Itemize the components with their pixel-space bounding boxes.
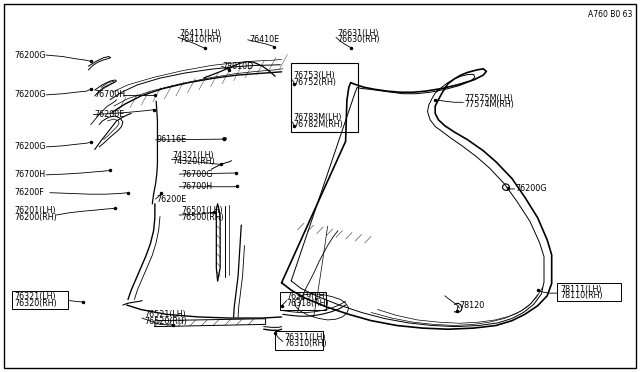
Text: 76410(RH): 76410(RH) <box>179 35 222 44</box>
Text: 76630(RH): 76630(RH) <box>337 35 380 44</box>
Text: 77574M(RH): 77574M(RH) <box>465 100 515 109</box>
Text: 78111(LH): 78111(LH) <box>561 285 602 294</box>
Text: 76319(LH): 76319(LH) <box>287 292 328 301</box>
Text: A760 B0 63: A760 B0 63 <box>588 10 632 19</box>
Text: 76201(LH): 76201(LH) <box>14 206 56 215</box>
Text: 96116E: 96116E <box>157 135 187 144</box>
Text: 74321(LH): 74321(LH) <box>173 151 214 160</box>
Bar <box>557 283 621 301</box>
Text: 76700H: 76700H <box>14 170 45 179</box>
Text: 76700H: 76700H <box>181 182 212 191</box>
Text: 78110(RH): 78110(RH) <box>561 291 604 300</box>
Text: 76310(RH): 76310(RH) <box>284 339 327 348</box>
Text: 77575M(LH): 77575M(LH) <box>465 94 513 103</box>
Bar <box>280 292 326 310</box>
Text: 74320(RH): 74320(RH) <box>173 157 216 166</box>
Text: 76321(LH): 76321(LH) <box>14 292 56 301</box>
Text: 76200G: 76200G <box>14 142 45 151</box>
Bar <box>291 63 358 132</box>
Text: 76200E: 76200E <box>95 110 125 119</box>
Text: 76501(LH): 76501(LH) <box>181 206 223 215</box>
Text: 76783M(LH): 76783M(LH) <box>294 113 342 122</box>
Text: 76200E: 76200E <box>157 195 187 203</box>
Text: 76200(RH): 76200(RH) <box>14 213 57 222</box>
Bar <box>12 291 68 309</box>
Text: 76410E: 76410E <box>250 35 280 44</box>
Bar <box>275 331 323 350</box>
Text: 76200G: 76200G <box>516 185 547 193</box>
Text: 78120: 78120 <box>460 301 484 310</box>
Text: 76753(LH): 76753(LH) <box>294 71 335 80</box>
Text: 76320(RH): 76320(RH) <box>14 299 57 308</box>
Text: 76700G: 76700G <box>181 170 212 179</box>
Text: 76520(RH): 76520(RH) <box>144 317 187 326</box>
Text: 76200G: 76200G <box>14 90 45 99</box>
Text: 76411(LH): 76411(LH) <box>179 29 221 38</box>
Text: 76318(RH): 76318(RH) <box>287 299 330 308</box>
Text: 76782M(RH): 76782M(RH) <box>294 120 344 129</box>
Text: 76311(LH): 76311(LH) <box>284 333 326 341</box>
Text: 76700H: 76700H <box>95 90 126 99</box>
Text: 78010D: 78010D <box>223 62 254 71</box>
Text: 76200F: 76200F <box>14 188 44 197</box>
Text: 76752(RH): 76752(RH) <box>294 78 337 87</box>
Text: 76631(LH): 76631(LH) <box>337 29 379 38</box>
Text: 76500(RH): 76500(RH) <box>181 213 224 222</box>
Text: 76200G: 76200G <box>14 51 45 60</box>
Text: 76521(LH): 76521(LH) <box>144 310 186 319</box>
